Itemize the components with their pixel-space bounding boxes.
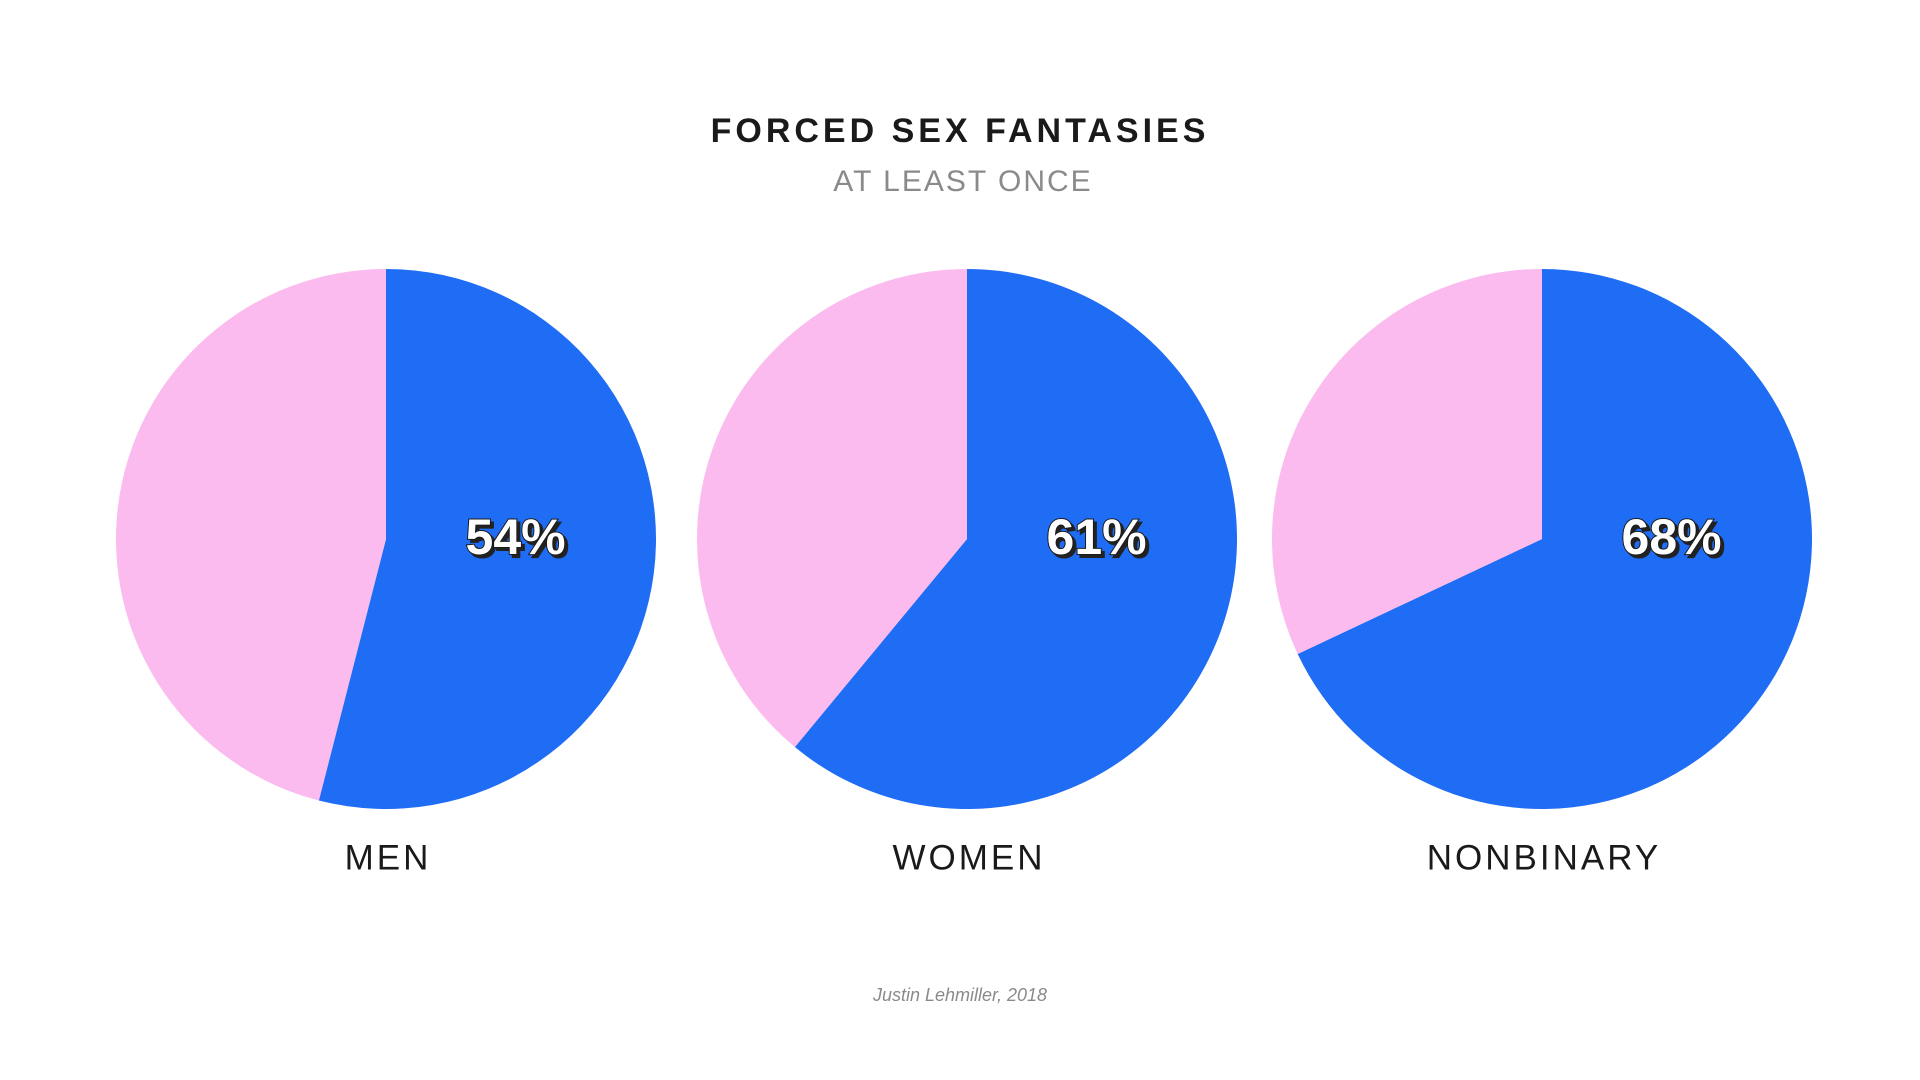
value-label: 61% [1047, 509, 1147, 565]
pie-slice [115, 269, 387, 801]
pie-label: MEN [345, 838, 432, 877]
pie-label: NONBINARY [1427, 838, 1661, 877]
chart-title: FORCED SEX FANTASIES [711, 112, 1210, 150]
pie-slice [1297, 269, 1813, 809]
source-note: Justin Lehmiller, 2018 [872, 985, 1047, 1005]
pie-slice [794, 269, 1238, 810]
pie-slice [697, 269, 967, 748]
chart-subtitle: AT LEAST ONCE [833, 165, 1092, 198]
pie-slice [1272, 269, 1542, 654]
value-label: 54% [466, 509, 566, 565]
pie-label: WOMEN [892, 838, 1045, 877]
pie-slice [318, 269, 656, 809]
value-label: 68% [1622, 509, 1722, 565]
